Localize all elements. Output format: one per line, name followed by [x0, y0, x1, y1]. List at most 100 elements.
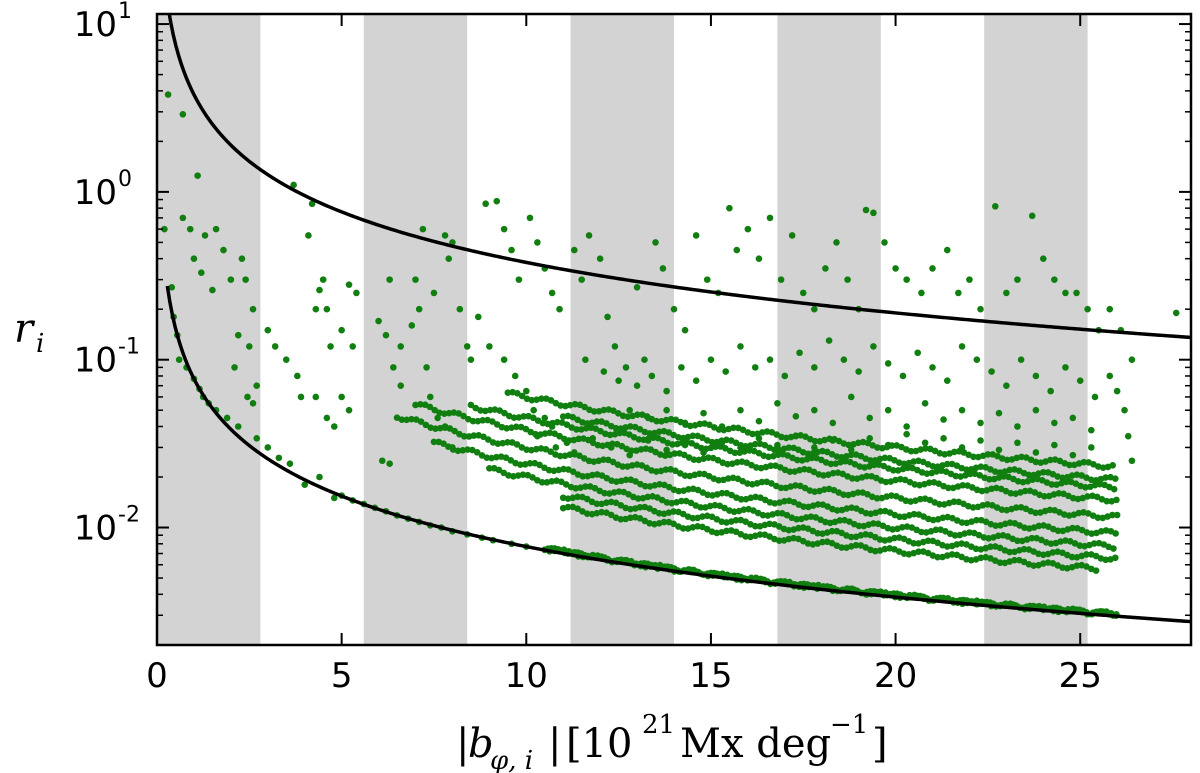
scatter-point [973, 356, 981, 364]
scatter-point [1014, 423, 1021, 430]
scatter-point [297, 393, 305, 401]
scatter-point [826, 435, 833, 443]
scatter-point [451, 427, 458, 435]
scatter-point [1054, 527, 1062, 535]
scatter-point [282, 356, 290, 364]
scatter-point [703, 276, 711, 283]
scatter-point [884, 406, 892, 414]
scatter-point [526, 460, 534, 467]
scatter-point [1113, 496, 1120, 504]
scatter-point [194, 172, 201, 179]
scatter-point [305, 232, 312, 239]
scatter-point [829, 469, 837, 477]
scatter-point [198, 269, 205, 276]
scatter-point [323, 305, 331, 313]
scatter-point [943, 543, 951, 550]
scatter-point [655, 510, 663, 517]
scatter-point [766, 520, 773, 528]
scatter-point [863, 472, 871, 480]
y-tick-label: 10 [74, 173, 117, 213]
scatter-point [1032, 372, 1040, 380]
scatter-point [800, 503, 807, 510]
scatter-point [847, 533, 855, 541]
scatter-point [609, 458, 617, 466]
scatter-point [209, 286, 216, 294]
scatter-point [977, 554, 985, 562]
scatter-point [520, 413, 528, 420]
scatter-point [1032, 449, 1040, 456]
scatter-point [1121, 406, 1128, 414]
scatter-point [615, 488, 623, 495]
scatter-point [840, 356, 848, 364]
x-label-bar-open: | [456, 721, 469, 767]
scatter-point [696, 420, 704, 428]
scatter-point [627, 514, 634, 522]
y-tick-exponent: 1 [118, 0, 132, 24]
scatter-point [732, 516, 740, 524]
scatter-point [1021, 487, 1029, 495]
scatter-point [477, 407, 484, 414]
scatter-point [493, 421, 501, 428]
scatter-point [563, 421, 571, 428]
scatter-point [397, 382, 405, 390]
scatter-point [890, 467, 897, 474]
scatter-point [917, 495, 924, 503]
scatter-point [929, 364, 936, 371]
scatter-point [771, 446, 778, 454]
scatter-point [811, 305, 818, 313]
scatter-point [659, 265, 667, 272]
scatter-point [482, 200, 489, 208]
scatter-point [713, 529, 721, 537]
scatter-point [579, 473, 587, 480]
scatter-point [582, 424, 590, 432]
x-tick-label: 10 [505, 656, 548, 696]
scatter-point [921, 399, 929, 407]
scatter-point [238, 255, 246, 262]
scatter-point [1069, 524, 1076, 532]
scatter-point [386, 276, 393, 283]
scatter-point [914, 349, 922, 357]
x-label-unit: Mx deg [680, 721, 831, 767]
scatter-point [744, 225, 752, 233]
scatter-point [1076, 377, 1084, 384]
scatter-point [910, 458, 917, 465]
scatter-point [622, 364, 630, 371]
x-tick-label: 5 [331, 656, 353, 696]
scatter-point [574, 505, 581, 512]
scatter-point [924, 537, 932, 545]
scatter-point [500, 356, 508, 364]
scatter-point [454, 447, 462, 455]
scatter-point [575, 435, 583, 443]
scatter-point [467, 356, 475, 364]
scatter-point [495, 466, 503, 474]
x-tick-label: 25 [1059, 656, 1102, 696]
x-label-unit-exp: −1 [830, 710, 868, 740]
scatter-point [504, 389, 512, 396]
scatter-point [870, 209, 877, 217]
scatter-point [1124, 432, 1132, 440]
scatter-point [633, 382, 641, 390]
scatter-point [557, 402, 564, 409]
scatter-point [591, 484, 599, 492]
scatter-point [678, 439, 686, 447]
scatter-point [596, 255, 604, 262]
scatter-point [904, 464, 912, 472]
scatter-points [161, 91, 1180, 619]
scatter-point [600, 406, 608, 414]
scatter-point [601, 489, 608, 497]
plot-frame [155, 12, 1193, 647]
scatter-point [1084, 493, 1091, 500]
scatter-point [670, 520, 677, 528]
scatter-point [958, 406, 966, 414]
scatter-point [896, 513, 903, 521]
scatter-point [641, 356, 648, 364]
x-label-bar-close: | [548, 721, 561, 767]
scatter-point [1003, 382, 1010, 390]
scatter-point [973, 516, 980, 524]
x-label-bracket-open: [10 [566, 721, 633, 767]
scatter-point [378, 457, 386, 465]
scatter-point [434, 414, 441, 422]
scatter-point [948, 551, 956, 558]
scatter-point [952, 472, 960, 480]
